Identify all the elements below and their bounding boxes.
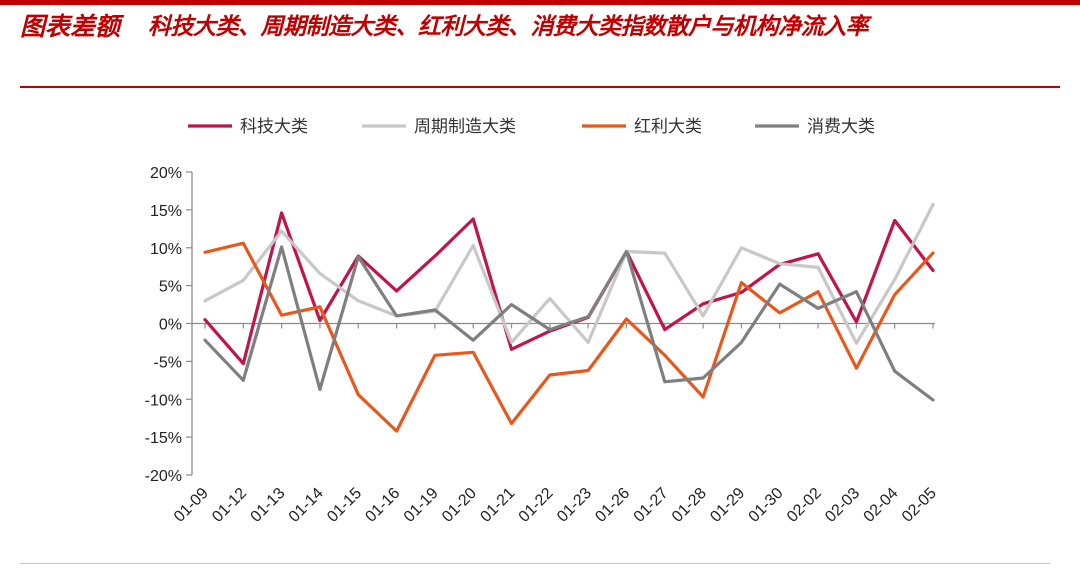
y-tick-label: 5% xyxy=(159,279,182,296)
y-tick-label: -20% xyxy=(145,468,182,485)
title-underline xyxy=(20,86,1060,88)
x-tick-label: 02-05 xyxy=(899,485,940,526)
x-tick-label: 01-27 xyxy=(631,485,672,526)
series-line-2 xyxy=(203,203,935,345)
x-tick-label: 01-29 xyxy=(707,485,748,526)
y-tick-label: 10% xyxy=(150,241,182,258)
x-tick-label: 01-21 xyxy=(477,485,518,526)
y-tick-label: -15% xyxy=(145,430,182,447)
x-tick-label: 01-09 xyxy=(171,485,212,526)
x-tick-label: 02-03 xyxy=(822,485,863,526)
x-tick-label: 01-26 xyxy=(592,485,633,526)
x-tick-label: 01-14 xyxy=(286,485,327,526)
series-line-4 xyxy=(203,245,935,402)
legend-label: 消费大类 xyxy=(807,117,875,137)
y-tick-label: 20% xyxy=(150,165,182,182)
footer-rule xyxy=(20,563,1050,564)
x-tick-label: 02-04 xyxy=(861,485,902,526)
x-tick-label: 01-13 xyxy=(248,485,289,526)
x-tick-label: 01-30 xyxy=(746,485,787,526)
y-tick-label: -5% xyxy=(154,354,182,371)
x-tick-label: 01-19 xyxy=(401,485,442,526)
legend-label: 周期制造大类 xyxy=(414,117,516,137)
x-tick-label: 01-16 xyxy=(362,485,403,526)
x-tick-label: 01-12 xyxy=(209,485,250,526)
x-tick-label: 01-23 xyxy=(554,485,595,526)
legend-label: 红利大类 xyxy=(634,117,702,137)
x-tick-label: 01-15 xyxy=(324,485,365,526)
x-tick-label: 01-20 xyxy=(439,485,480,526)
chart-axes: -20%-15%-10%-5%0%5%10%15%20%01-0901-1201… xyxy=(145,165,940,526)
chart-legend: 科技大类 周期制造大类 红利大类 消费大类 xyxy=(188,117,875,137)
page-title: 科技大类、周期制造大类、红利大类、消费大类指数散户与机构净流入率 xyxy=(148,14,869,40)
legend-label: 科技大类 xyxy=(240,117,308,137)
x-tick-label: 01-28 xyxy=(669,485,710,526)
y-tick-label: 15% xyxy=(150,203,182,220)
y-tick-label: 0% xyxy=(159,317,182,334)
x-tick-label: 02-02 xyxy=(784,485,825,526)
figure-label: 图表差额 xyxy=(20,12,121,41)
chart-series xyxy=(203,203,935,433)
y-tick-label: -10% xyxy=(145,392,182,409)
header-top-rule xyxy=(0,0,1080,5)
x-tick-label: 01-22 xyxy=(516,485,557,526)
series-line-1 xyxy=(203,211,935,366)
series-line-3 xyxy=(203,241,935,433)
